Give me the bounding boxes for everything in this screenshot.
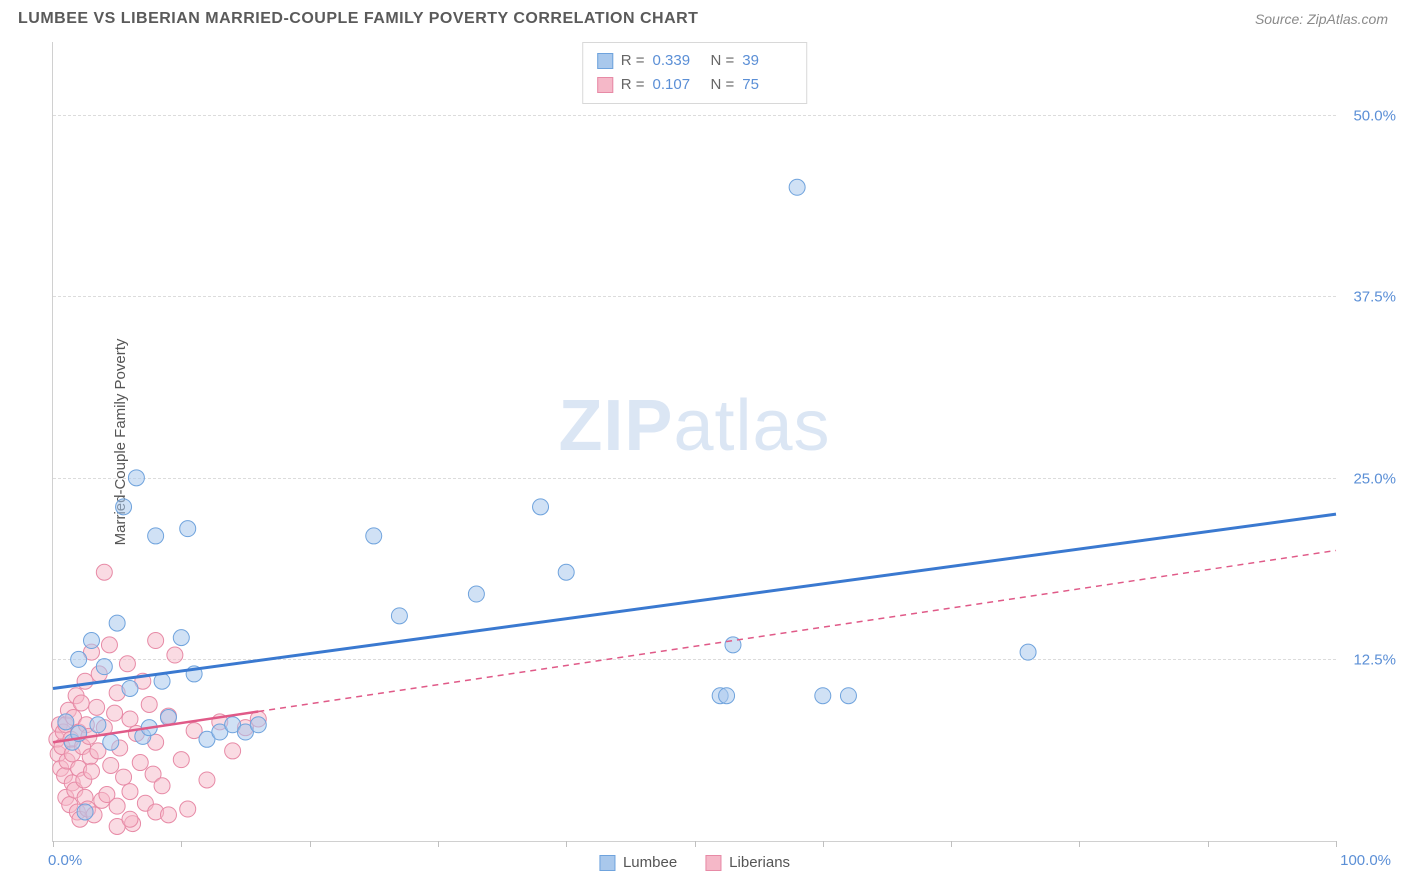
data-point xyxy=(366,528,382,544)
data-point xyxy=(116,499,132,515)
legend-stats-row-0: R = 0.339 N = 39 xyxy=(597,49,793,73)
x-tick xyxy=(1336,841,1337,847)
data-point xyxy=(533,499,549,515)
data-point xyxy=(180,521,196,537)
data-point xyxy=(109,798,125,814)
data-point xyxy=(128,470,144,486)
data-point xyxy=(83,763,99,779)
data-point xyxy=(148,528,164,544)
legend-swatch-0 xyxy=(597,53,613,69)
data-point xyxy=(122,711,138,727)
data-point xyxy=(77,673,93,689)
data-point xyxy=(167,647,183,663)
chart-plot-area: Married-Couple Family Poverty ZIPatlas 1… xyxy=(52,42,1336,842)
x-axis-max-label: 100.0% xyxy=(1340,852,1391,869)
y-tick-label: 50.0% xyxy=(1341,107,1396,124)
data-point xyxy=(122,811,138,827)
legend-bottom-swatch-1 xyxy=(705,855,721,871)
data-point xyxy=(160,807,176,823)
legend-stats-row-1: R = 0.107 N = 75 xyxy=(597,73,793,97)
data-point xyxy=(180,801,196,817)
x-tick xyxy=(438,841,439,847)
y-tick-label: 37.5% xyxy=(1341,289,1396,306)
x-axis-min-label: 0.0% xyxy=(48,852,82,869)
data-point xyxy=(116,769,132,785)
x-tick xyxy=(310,841,311,847)
data-point xyxy=(173,630,189,646)
data-point xyxy=(558,564,574,580)
data-point xyxy=(148,633,164,649)
x-tick xyxy=(53,841,54,847)
chart-source: Source: ZipAtlas.com xyxy=(1255,11,1388,27)
data-point xyxy=(89,699,105,715)
data-point xyxy=(199,772,215,788)
data-point xyxy=(840,688,856,704)
data-point xyxy=(122,784,138,800)
y-tick-label: 25.0% xyxy=(1341,470,1396,487)
data-point xyxy=(719,688,735,704)
data-point xyxy=(107,705,123,721)
x-tick xyxy=(1208,841,1209,847)
x-tick xyxy=(695,841,696,847)
data-point xyxy=(71,651,87,667)
x-tick xyxy=(951,841,952,847)
trend-line-dashed xyxy=(258,550,1336,711)
data-point xyxy=(250,717,266,733)
data-point xyxy=(141,696,157,712)
data-point xyxy=(815,688,831,704)
legend-series: Lumbee Liberians xyxy=(599,854,790,871)
data-point xyxy=(96,659,112,675)
x-tick xyxy=(181,841,182,847)
data-point xyxy=(109,615,125,631)
data-point xyxy=(73,695,89,711)
data-point xyxy=(103,734,119,750)
legend-item-1: Liberians xyxy=(705,854,790,871)
data-point xyxy=(1020,644,1036,660)
data-point xyxy=(77,804,93,820)
data-point xyxy=(173,752,189,768)
data-point xyxy=(154,778,170,794)
legend-bottom-swatch-0 xyxy=(599,855,615,871)
y-tick-label: 12.5% xyxy=(1341,652,1396,669)
data-point xyxy=(90,717,106,733)
legend-swatch-1 xyxy=(597,77,613,93)
scatter-plot-svg xyxy=(53,42,1336,841)
legend-item-0: Lumbee xyxy=(599,854,677,871)
legend-stats: R = 0.339 N = 39 R = 0.107 N = 75 xyxy=(582,42,808,104)
chart-title: LUMBEE VS LIBERIAN MARRIED-COUPLE FAMILY… xyxy=(18,10,698,28)
data-point xyxy=(225,743,241,759)
data-point xyxy=(101,637,117,653)
data-point xyxy=(58,714,74,730)
data-point xyxy=(119,656,135,672)
data-point xyxy=(391,608,407,624)
data-point xyxy=(132,755,148,771)
data-point xyxy=(122,680,138,696)
data-point xyxy=(96,564,112,580)
data-point xyxy=(103,757,119,773)
trend-line xyxy=(53,514,1336,688)
data-point xyxy=(83,633,99,649)
x-tick xyxy=(823,841,824,847)
x-tick xyxy=(1079,841,1080,847)
data-point xyxy=(468,586,484,602)
data-point xyxy=(789,179,805,195)
x-tick xyxy=(566,841,567,847)
